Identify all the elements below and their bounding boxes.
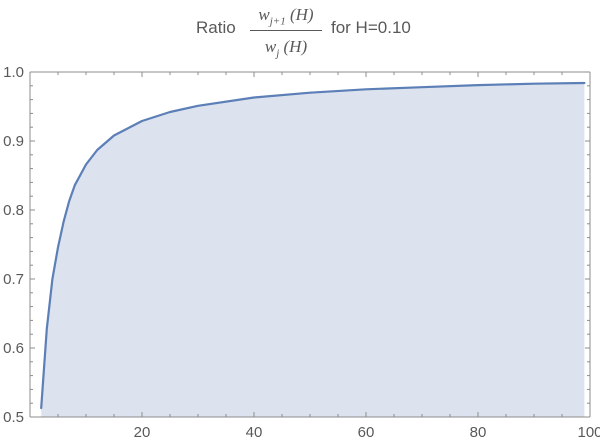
x-tick-label: 20: [134, 424, 151, 441]
y-tick-label: 0.8: [3, 202, 24, 219]
area-fill: [41, 83, 585, 417]
x-tick-label: 80: [470, 424, 487, 441]
y-tick-label: 0.6: [3, 340, 24, 357]
y-tick-label: 0.5: [3, 409, 24, 426]
chart-title: Ratio wj+1 (H) wj (H) for H=0.10: [0, 0, 600, 66]
x-tick-label: 60: [358, 424, 375, 441]
series-line: [40, 81, 586, 410]
y-tick-label: 0.7: [3, 271, 24, 288]
title-prefix: Ratio: [196, 18, 236, 37]
title-denominator: wj (H): [264, 37, 308, 60]
title-fraction: wj+1 (H) wj (H): [248, 0, 324, 66]
fraction-bar: [250, 30, 322, 31]
y-tick-label: 0.9: [3, 133, 24, 150]
y-tick-label: 1.0: [3, 64, 24, 81]
x-tick-label: 40: [246, 424, 263, 441]
x-tick-label: 100: [577, 424, 600, 441]
title-suffix: for H=0.10: [331, 18, 411, 37]
title-numerator: wj+1 (H): [258, 5, 314, 28]
